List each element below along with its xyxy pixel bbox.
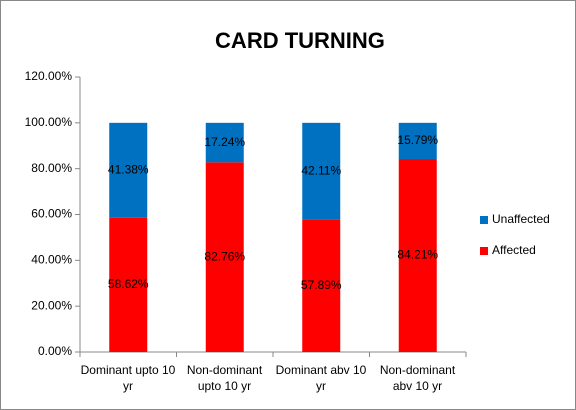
data-label: 57.89% xyxy=(301,278,342,292)
data-label: 82.76% xyxy=(204,249,245,263)
bar-segment xyxy=(205,122,244,163)
legend-swatch xyxy=(480,247,488,255)
x-tick-label: Dominant abv 10 yr xyxy=(275,363,367,393)
y-tick-label: 40.00% xyxy=(31,253,72,267)
bar-segment xyxy=(109,122,148,218)
data-label: 42.11% xyxy=(301,163,341,177)
y-tick-label: 60.00% xyxy=(31,207,72,221)
y-tick-label: 120.00% xyxy=(25,69,73,83)
legend-label: Affected xyxy=(492,243,536,257)
data-label: 17.24% xyxy=(204,135,245,149)
bar-segment xyxy=(205,162,244,352)
y-tick-label: 20.00% xyxy=(31,298,72,312)
data-label: 84.21% xyxy=(397,248,438,262)
data-label: 41.38% xyxy=(108,162,149,176)
bar-segment xyxy=(398,122,437,160)
x-tick-label: Non-dominant abv 10 yr xyxy=(379,363,456,393)
x-tick-label: Non-dominant upto 10 yr xyxy=(186,363,263,393)
x-tick-label: Dominant upto 10 yr xyxy=(80,363,176,393)
bar-segment xyxy=(398,159,437,352)
bar-segment xyxy=(109,217,148,352)
bar-segment xyxy=(302,219,341,352)
legend-swatch xyxy=(480,216,488,224)
bar-segment xyxy=(302,122,341,220)
y-tick-label: 0.00% xyxy=(38,344,72,358)
data-label: 15.79% xyxy=(397,133,438,147)
y-tick-label: 80.00% xyxy=(31,161,72,175)
y-tick-label: 100.00% xyxy=(25,115,73,129)
chart-title: CARD TURNING xyxy=(215,28,385,53)
data-label: 58.62% xyxy=(108,277,149,291)
legend-label: Unaffected xyxy=(492,212,550,226)
